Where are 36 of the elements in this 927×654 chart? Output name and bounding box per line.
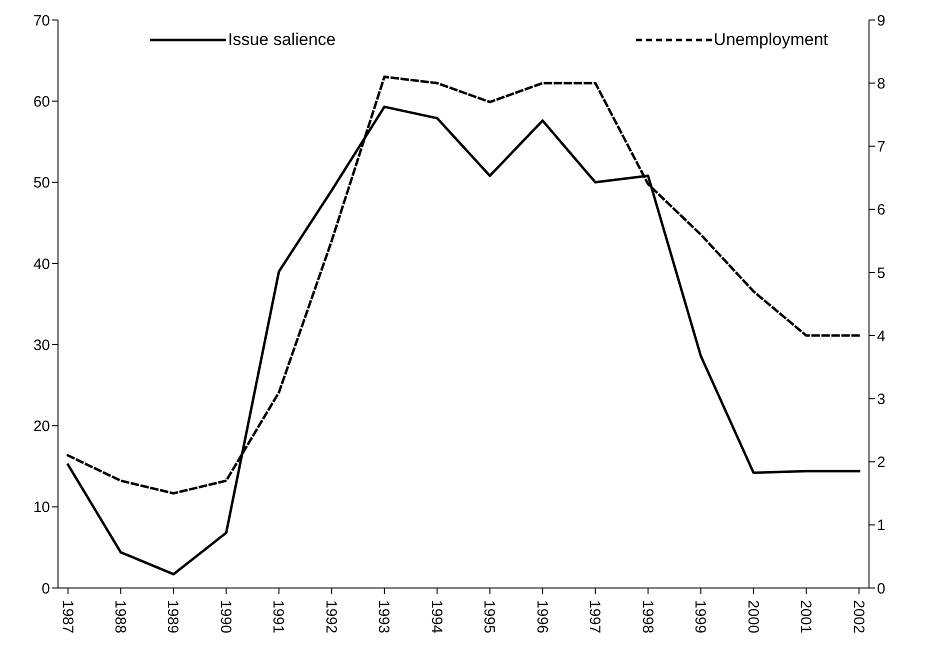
y-tick-label: 60 xyxy=(33,93,50,110)
y2-tick-label: 1 xyxy=(877,517,886,534)
x-tick-label: 1992 xyxy=(322,600,340,634)
y2-tick-label: 6 xyxy=(877,202,886,219)
y-tick-label: 20 xyxy=(33,418,50,436)
y-tick-label: 70 xyxy=(33,12,50,30)
y2-tick-label: 5 xyxy=(877,264,886,282)
y2-tick-label: 9 xyxy=(877,12,886,30)
x-tick-label: 1991 xyxy=(270,600,287,634)
x-tick-label: 2002 xyxy=(850,600,867,634)
y-tick-label: 10 xyxy=(33,499,50,516)
legend-label: Issue salience xyxy=(228,30,336,50)
y2-tick-label: 7 xyxy=(877,138,886,156)
x-tick-label: 1999 xyxy=(692,600,709,634)
legend-label: Unemployment xyxy=(714,30,828,50)
x-tick-label: 1994 xyxy=(428,600,445,634)
x-tick-label: 2001 xyxy=(797,600,814,634)
x-tick-label: 1995 xyxy=(480,600,498,634)
x-tick-label: 1990 xyxy=(216,600,234,634)
x-tick-label: 2000 xyxy=(744,600,762,634)
y-tick-label: 30 xyxy=(33,336,50,354)
x-tick-label: 1996 xyxy=(533,600,550,634)
x-tick-label: 1987 xyxy=(58,600,76,634)
y2-tick-label: 0 xyxy=(877,580,886,598)
x-tick-label: 1993 xyxy=(375,600,392,634)
y2-tick-label: 8 xyxy=(877,75,886,92)
y2-tick-label: 4 xyxy=(877,328,886,345)
y-tick-label: 40 xyxy=(33,256,50,273)
x-tick-label: 1989 xyxy=(164,600,182,634)
x-tick-label: 1997 xyxy=(586,600,604,634)
y-tick-label: 0 xyxy=(42,580,50,598)
x-tick-label: 1998 xyxy=(638,600,656,634)
y2-tick-label: 3 xyxy=(877,390,886,408)
y-tick-label: 50 xyxy=(33,174,50,192)
x-tick-label: 1988 xyxy=(111,600,128,634)
y2-tick-label: 2 xyxy=(877,454,886,472)
